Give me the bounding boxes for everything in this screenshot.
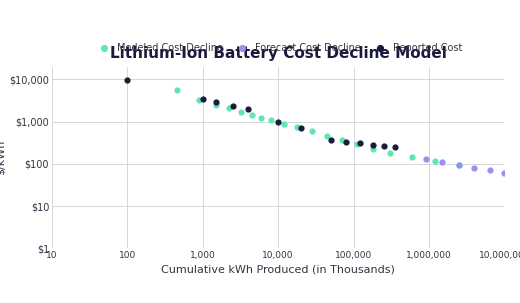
X-axis label: Cumulative kWh Produced (in Thousands): Cumulative kWh Produced (in Thousands) [161, 265, 395, 275]
Reported Cost [380, 143, 388, 148]
Modeled Cost Decline [431, 159, 439, 164]
Modeled Cost Decline [455, 163, 463, 168]
Reported Cost [297, 126, 305, 131]
Modeled Cost Decline [353, 142, 361, 147]
Reported Cost [199, 96, 207, 101]
Forecast Cost Decline [421, 157, 430, 161]
Reported Cost [342, 140, 350, 145]
Modeled Cost Decline [173, 88, 181, 93]
Reported Cost [244, 107, 252, 112]
Modeled Cost Decline [195, 98, 203, 103]
Reported Cost [391, 144, 399, 149]
Modeled Cost Decline [248, 112, 256, 117]
Forecast Cost Decline [438, 160, 447, 165]
Modeled Cost Decline [338, 138, 346, 143]
Reported Cost [369, 142, 377, 147]
Modeled Cost Decline [280, 121, 288, 126]
Modeled Cost Decline [308, 129, 316, 134]
Modeled Cost Decline [225, 106, 233, 111]
Modeled Cost Decline [293, 125, 302, 130]
Legend: Modeled Cost Decline, Forecast Cost Decline, Reported Cost: Modeled Cost Decline, Forecast Cost Decl… [90, 39, 466, 57]
Reported Cost [229, 103, 237, 108]
Reported Cost [327, 138, 335, 143]
Reported Cost [212, 100, 220, 105]
Forecast Cost Decline [455, 162, 463, 167]
Reported Cost [123, 78, 132, 83]
Modeled Cost Decline [267, 118, 275, 122]
Modeled Cost Decline [212, 102, 220, 107]
Forecast Cost Decline [500, 171, 509, 176]
Reported Cost [355, 141, 363, 145]
Title: Lithium-Ion Battery Cost Decline Model: Lithium-Ion Battery Cost Decline Model [110, 46, 447, 61]
Modeled Cost Decline [369, 146, 377, 151]
Modeled Cost Decline [323, 134, 332, 138]
Modeled Cost Decline [408, 155, 417, 159]
Y-axis label: $/kWh: $/kWh [0, 140, 5, 175]
Modeled Cost Decline [385, 150, 394, 155]
Forecast Cost Decline [486, 168, 495, 173]
Modeled Cost Decline [237, 109, 245, 114]
Forecast Cost Decline [470, 165, 478, 170]
Modeled Cost Decline [257, 115, 266, 120]
Reported Cost [274, 119, 282, 124]
